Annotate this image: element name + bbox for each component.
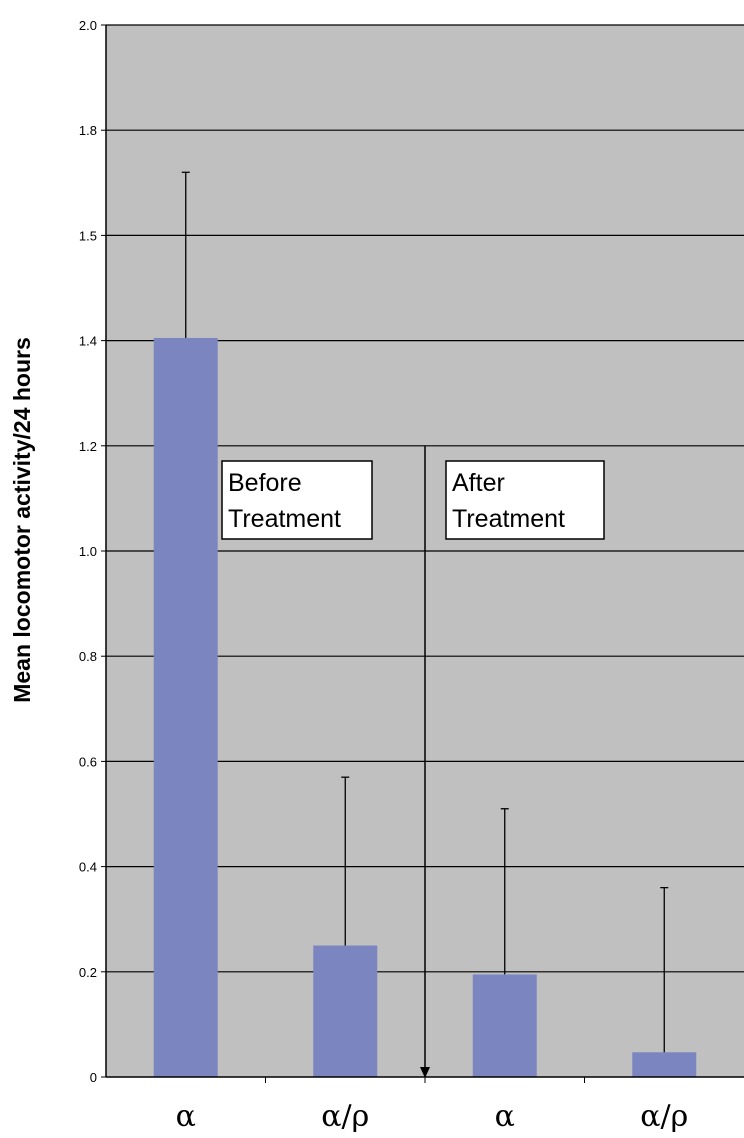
y-axis-title: Mean locomotor activity/24 hours [9, 337, 35, 703]
after-treatment-box: After Treatment [445, 460, 605, 540]
y-tick-label: 0.8 [79, 649, 97, 664]
error-bars [181, 171, 669, 1053]
x-category-label: α [495, 1099, 515, 1134]
y-tick-label: 0.2 [79, 965, 97, 980]
y-tick-label: 0.4 [79, 860, 97, 875]
annotation-box [221, 460, 373, 540]
x-category-label: α/ρ [321, 1099, 369, 1134]
y-tick-label: 1.5 [79, 228, 97, 243]
annotation-text: Treatment [452, 505, 565, 533]
bar [313, 945, 378, 1077]
divider-arrowhead [420, 1067, 430, 1078]
bar [632, 1052, 697, 1077]
bar [472, 974, 537, 1077]
bar [153, 337, 218, 1078]
y-tick-label: 0 [90, 1070, 97, 1085]
y-tick-label: 1.2 [79, 439, 97, 454]
annotation-box [445, 460, 605, 540]
y-tick-label: 1.8 [79, 123, 97, 138]
annotation-text: Before [228, 469, 302, 497]
y-axis-ticks: 0 0.2 0.4 0.6 0.8 1.0 1.2 1.4 1.5 1.8 2.0 [79, 18, 106, 1085]
y-tick-label: 1.4 [79, 334, 97, 349]
annotation-text: After [452, 469, 505, 497]
before-treatment-box: Before Treatment [221, 460, 373, 540]
x-axis-categories: α α/ρ α α/ρ [176, 1077, 688, 1134]
x-category-label: α/ρ [640, 1099, 688, 1134]
y-tick-label: 2.0 [79, 18, 97, 33]
treatment-divider-arrow [420, 445, 430, 1078]
x-category-label: α [176, 1099, 196, 1134]
bars [153, 337, 697, 1078]
annotation-text: Treatment [228, 505, 341, 533]
y-tick-label: 1.0 [79, 544, 97, 559]
y-tick-label: 0.6 [79, 754, 97, 769]
